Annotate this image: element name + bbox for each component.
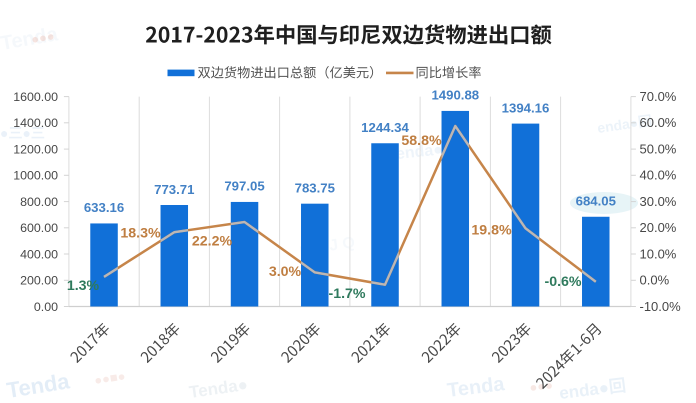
svg-text:633.16: 633.16	[84, 200, 124, 215]
svg-text:1400.00: 1400.00	[13, 116, 58, 130]
svg-text:40.0%: 40.0%	[640, 168, 677, 183]
svg-text:30.0%: 30.0%	[640, 194, 677, 209]
svg-text:22.2%: 22.2%	[192, 234, 233, 250]
svg-text:50.0%: 50.0%	[640, 142, 677, 157]
svg-text:70.0%: 70.0%	[640, 89, 677, 104]
svg-text:1200.00: 1200.00	[13, 143, 58, 157]
svg-text:1600.00: 1600.00	[13, 90, 58, 104]
svg-text:●●●: ●●●	[529, 377, 554, 395]
svg-text:18.3%: 18.3%	[120, 226, 161, 242]
svg-text:1490.88: 1490.88	[431, 88, 479, 103]
svg-text:0.00: 0.00	[34, 300, 58, 314]
svg-text:10.0%: 10.0%	[640, 246, 677, 261]
svg-text:400.00: 400.00	[20, 247, 58, 261]
svg-text:1244.34: 1244.34	[361, 120, 409, 135]
svg-text:●●■●: ●●■●	[93, 368, 126, 388]
svg-text:1000.00: 1000.00	[13, 169, 58, 183]
svg-text:enda●回: enda●回	[596, 112, 653, 136]
svg-text:58.8%: 58.8%	[401, 133, 442, 149]
svg-text:200.00: 200.00	[20, 274, 58, 288]
svg-text:800.00: 800.00	[20, 195, 58, 209]
svg-text:●三●三: ●三●三	[0, 125, 45, 141]
svg-text:0.0%: 0.0%	[640, 273, 670, 288]
svg-text:600.00: 600.00	[20, 221, 58, 235]
svg-text:1394.16: 1394.16	[502, 100, 550, 115]
svg-text:773.71: 773.71	[154, 182, 194, 197]
svg-text:-0.6%: -0.6%	[544, 274, 581, 290]
svg-text:797.05: 797.05	[224, 179, 264, 194]
svg-text:783.75: 783.75	[295, 181, 335, 196]
svg-text:-1.7%: -1.7%	[328, 286, 365, 302]
svg-text:20.0%: 20.0%	[640, 220, 677, 235]
svg-text:3.0%: 3.0%	[269, 264, 302, 280]
svg-text:1.3%: 1.3%	[67, 278, 100, 294]
svg-text:60.0%: 60.0%	[640, 115, 677, 130]
svg-text:-10.0%: -10.0%	[640, 299, 682, 314]
svg-text:●●●: ●●●	[30, 28, 56, 47]
svg-text:684.05: 684.05	[576, 194, 616, 209]
svg-text:19.8%: 19.8%	[471, 222, 512, 238]
